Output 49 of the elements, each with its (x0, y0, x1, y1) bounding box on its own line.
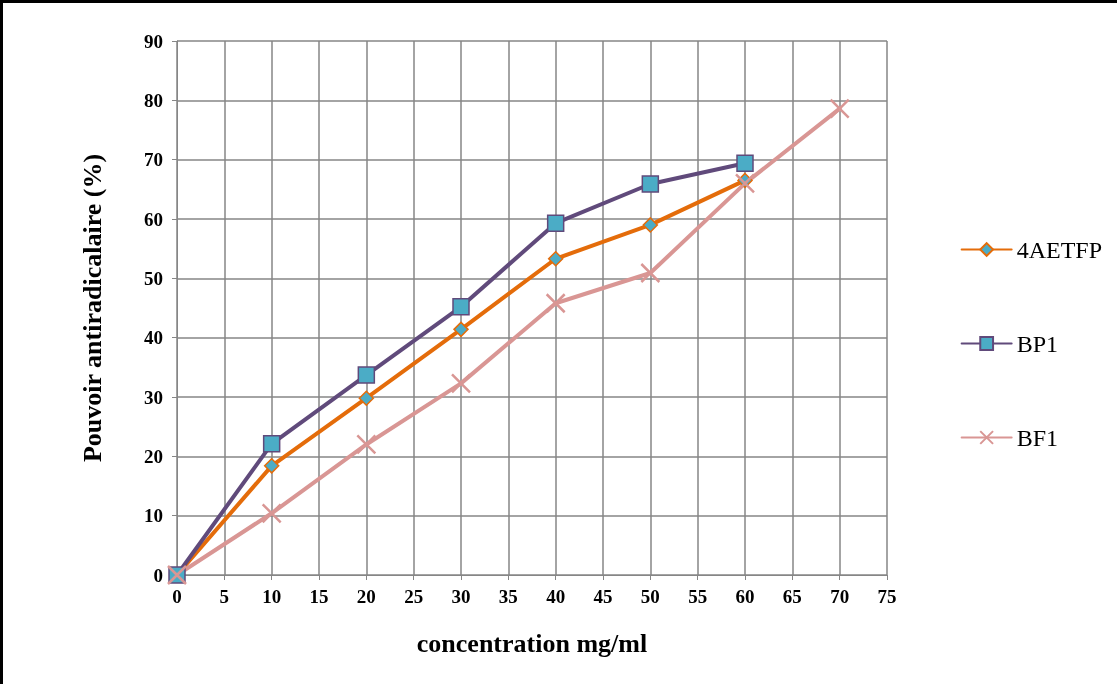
point (262, 435, 281, 453)
point (356, 434, 377, 455)
point (453, 321, 469, 338)
x-tick-label: 35 (498, 586, 518, 607)
y-tick-label: 0 (153, 564, 163, 586)
point (547, 251, 564, 267)
point (450, 373, 472, 394)
x-tick-label: 15 (309, 586, 329, 607)
x-tick-label: 55 (688, 586, 708, 607)
point (546, 214, 565, 232)
point (452, 298, 470, 316)
x-tick-label: 45 (593, 586, 613, 607)
point (641, 175, 660, 193)
y-tick-label: 70 (144, 149, 163, 171)
x-tick-label: 65 (782, 586, 802, 607)
x-tick-label: 25 (404, 586, 424, 607)
x-tick-label: 5 (219, 586, 230, 607)
point (261, 503, 282, 524)
point (263, 458, 280, 474)
y-tick-label: 30 (144, 386, 163, 408)
point (545, 293, 566, 314)
point (358, 390, 375, 406)
legend-label: 4AETFP (1016, 236, 1103, 263)
x-tick-label: 75 (877, 586, 897, 607)
y-tick-label: 60 (144, 208, 163, 230)
point (357, 366, 376, 384)
legend-label: BF1 (1016, 424, 1059, 451)
x-axis-title: concentration mg/ml (416, 628, 648, 658)
y-tick-label: 50 (144, 267, 163, 289)
x-tick-label: 30 (451, 586, 471, 607)
x-tick-label: 70 (830, 586, 850, 607)
x-tick-label: 50 (640, 586, 660, 607)
x-tick-label: 0 (172, 586, 182, 607)
point (829, 98, 850, 119)
x-tick-label: 60 (735, 586, 755, 607)
point (734, 173, 756, 194)
point (640, 262, 661, 284)
x-tick-label: 40 (546, 586, 566, 607)
point (736, 154, 754, 172)
y-tick-label: 80 (144, 89, 163, 111)
point (642, 217, 659, 233)
y-tick-label: 40 (144, 327, 163, 349)
y-tick-label: 90 (144, 30, 163, 52)
y-tick-label: 10 (144, 505, 163, 527)
y-axis-title: Pouvoir antiradicalaire (%) (77, 153, 107, 463)
y-tick-label: 20 (144, 445, 163, 467)
x-tick-label: 20 (356, 586, 376, 607)
legend-label: BP1 (1016, 330, 1059, 357)
x-tick-label: 10 (262, 586, 282, 607)
